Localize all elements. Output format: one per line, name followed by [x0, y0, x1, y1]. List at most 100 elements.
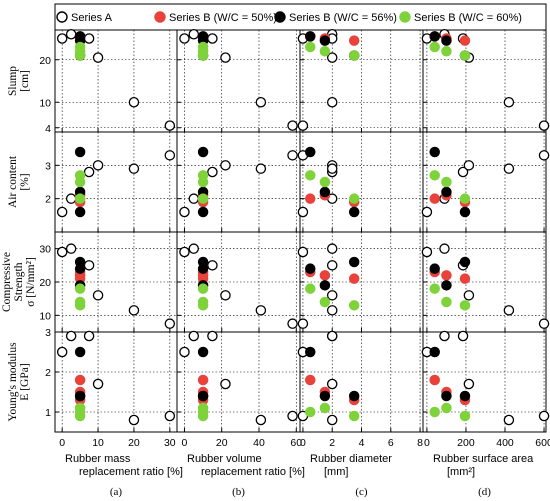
y-tick-label: 4 — [45, 123, 51, 135]
data-point-A — [92, 378, 104, 390]
panel-label: (d) — [478, 486, 491, 498]
data-point-A — [188, 28, 200, 40]
y-axis-label: Slump [cm] — [7, 66, 31, 96]
data-point-B60 — [429, 406, 440, 418]
y-tick-label: 1 — [45, 407, 51, 419]
data-point-A — [207, 33, 218, 44]
data-point-B56 — [319, 390, 331, 402]
data-point-A — [457, 330, 469, 342]
data-point-B60 — [197, 283, 209, 294]
data-point-B56 — [74, 346, 86, 358]
data-point-B56 — [197, 346, 209, 358]
data-point-B60 — [459, 300, 471, 311]
data-point-A — [220, 378, 231, 390]
legend-label: Series B (W/C = 56%) — [289, 12, 397, 24]
y-axis-label-line: Strength — [13, 262, 25, 301]
x-tick-label: 6 — [388, 437, 394, 449]
data-point-A — [463, 160, 475, 171]
data-point-B56 — [74, 390, 86, 402]
x-axis-label-line: Rubber surface area — [433, 453, 534, 465]
x-tick-label: 0 — [424, 437, 430, 449]
data-point-B56 — [441, 280, 452, 291]
x-tick-label: 4 — [359, 437, 365, 449]
panel-frame — [422, 331, 547, 433]
data-point-A — [83, 330, 95, 342]
data-point-A — [164, 318, 176, 329]
data-point-A — [56, 246, 68, 258]
x-tick-label: 20 — [128, 437, 140, 449]
panel-frame — [176, 29, 301, 133]
data-point-A — [538, 410, 550, 422]
data-point-B56 — [319, 280, 331, 291]
data-point-A — [326, 97, 338, 108]
data-point-B60 — [441, 402, 452, 414]
panel-label: (a) — [110, 486, 123, 498]
data-point-B56 — [304, 263, 316, 274]
x-tick-label: 8 — [417, 437, 423, 449]
data-point-B56 — [348, 256, 360, 268]
panel-frame — [54, 29, 178, 133]
data-point-A — [56, 346, 68, 358]
data-point-B60 — [441, 176, 452, 188]
data-point-B56 — [429, 146, 440, 158]
data-point-A — [463, 290, 475, 301]
data-point-B60 — [197, 193, 209, 204]
data-point-A — [287, 318, 298, 329]
x-tick-label: 0 — [300, 437, 306, 449]
data-point-A — [255, 163, 267, 174]
data-point-B56 — [197, 390, 209, 402]
y-tick-label: 10 — [39, 310, 51, 322]
x-tick-label: 20 — [216, 437, 228, 449]
data-point-B56 — [348, 390, 360, 402]
data-point-B56 — [441, 186, 452, 198]
data-point-A — [207, 330, 218, 342]
data-point-B60 — [348, 300, 360, 311]
y-axis-label: Young's modulus E [GPa] — [7, 342, 31, 422]
data-point-B56 — [197, 206, 209, 218]
data-point-B60 — [304, 283, 316, 294]
data-point-B50 — [319, 270, 331, 281]
data-point-B60 — [429, 283, 440, 294]
data-point-A — [326, 260, 338, 271]
data-point-A — [56, 206, 68, 218]
data-point-A — [65, 243, 77, 254]
data-point-A — [164, 150, 176, 161]
y-axis-label-line: σ [N/mm²] — [25, 257, 37, 307]
data-point-B60 — [429, 170, 440, 181]
y-tick-label: 10 — [39, 97, 51, 109]
data-point-B50 — [348, 273, 360, 284]
data-point-B56 — [319, 186, 331, 198]
data-point-B60 — [441, 296, 452, 308]
data-point-B50 — [74, 374, 86, 386]
panel-frame — [176, 131, 301, 233]
x-tick-label: 400 — [496, 437, 514, 449]
data-point-B50 — [304, 193, 316, 204]
data-point-B60 — [197, 410, 209, 422]
data-point-B60 — [197, 50, 209, 61]
data-point-B60 — [459, 50, 471, 61]
data-point-B56 — [74, 256, 86, 268]
data-point-A — [207, 260, 218, 271]
legend-marker — [274, 11, 286, 23]
y-tick-label: 2 — [45, 367, 51, 379]
data-point-A — [65, 193, 77, 204]
legend-marker — [399, 11, 411, 23]
data-point-B56 — [459, 256, 471, 268]
y-axis-label-line: Slump — [7, 66, 19, 96]
data-point-A — [188, 243, 200, 254]
data-point-A — [179, 33, 190, 44]
legend-marker — [56, 11, 68, 23]
y-tick-label: 30 — [39, 244, 51, 256]
data-point-B56 — [304, 346, 316, 358]
data-point-B60 — [441, 46, 452, 57]
data-point-B56 — [319, 35, 331, 46]
data-point-A — [503, 163, 515, 174]
data-point-A — [164, 120, 176, 131]
data-point-B60 — [197, 176, 209, 188]
data-point-A — [463, 378, 475, 390]
x-axis-label-line: replacement ratio [%] — [201, 466, 305, 478]
data-point-A — [538, 150, 550, 161]
x-tick-label: 0 — [182, 437, 188, 449]
data-point-A — [188, 330, 200, 342]
